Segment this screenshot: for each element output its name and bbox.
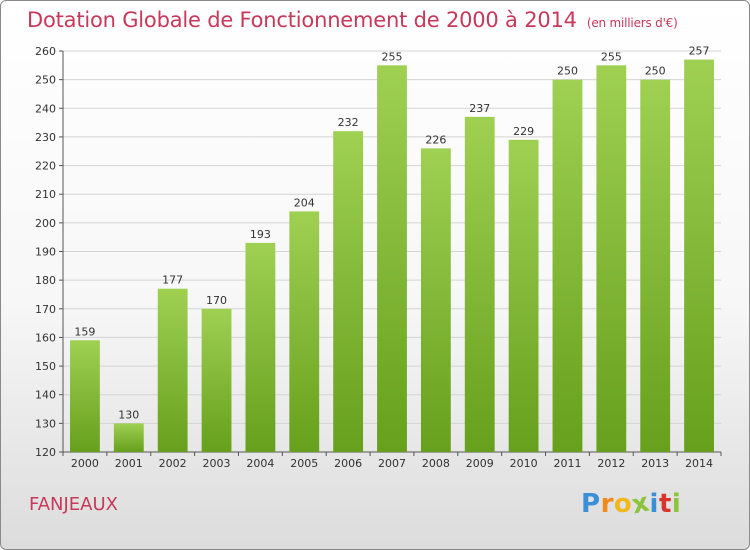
- logo-letter: r: [600, 489, 614, 519]
- bar-2012: [596, 65, 627, 453]
- y-tick-label: 170: [35, 303, 56, 316]
- y-tick-label: 190: [35, 246, 56, 259]
- y-tick-label: 210: [35, 188, 56, 201]
- bar-2011: [552, 79, 583, 453]
- value-labels: 159 130 177 170 193 204 232 255 226 237 229 250 255 2…: [74, 45, 709, 422]
- chart-title-text: Dotation Globale de Fonctionnement de 20…: [27, 8, 577, 32]
- y-tick-label: 200: [35, 217, 56, 230]
- x-tick-label: 2003: [203, 457, 231, 470]
- x-tick-label: 2009: [466, 457, 494, 470]
- bar-2007: [377, 65, 407, 453]
- x-tick-label: 2000: [71, 457, 99, 470]
- value-label-2008: 226: [425, 133, 446, 146]
- bar-2013: [640, 79, 671, 453]
- bar-2014: [684, 59, 714, 452]
- bar-2001: [113, 423, 144, 452]
- value-label-2005: 204: [294, 196, 315, 209]
- bar-2005: [289, 211, 320, 452]
- x-tick-label: 2006: [334, 457, 362, 470]
- logo-letter: i: [649, 489, 659, 519]
- logo-letter: P: [581, 489, 601, 519]
- y-tick-label: 150: [35, 360, 56, 373]
- y-tick-label: 260: [35, 45, 56, 58]
- y-tick-label: 220: [35, 160, 56, 173]
- value-label-2001: 130: [118, 408, 139, 421]
- x-tick-label: 2002: [159, 457, 187, 470]
- value-label-2009: 237: [469, 102, 490, 115]
- x-tick-label: 2008: [422, 457, 450, 470]
- x-tick-label: 2001: [115, 457, 143, 470]
- bar-2009: [464, 116, 495, 452]
- bar-2000: [70, 340, 100, 452]
- x-tick-label: 2012: [597, 457, 625, 470]
- y-tick-label: 180: [35, 274, 56, 287]
- x-tick-label: 2010: [510, 457, 538, 470]
- bar-2010: [508, 139, 539, 453]
- commune-name: FANJEAUX: [29, 494, 118, 515]
- y-tick-label: 240: [35, 102, 56, 115]
- x-tick-label: 2013: [641, 457, 669, 470]
- value-label-2012: 255: [601, 50, 622, 63]
- value-label-2000: 159: [74, 325, 95, 338]
- chart-title: Dotation Globale de Fonctionnement de 20…: [27, 8, 678, 32]
- value-label-2011: 250: [557, 65, 578, 78]
- bars: [70, 59, 714, 453]
- logo-letter: i: [671, 489, 682, 519]
- bar-2008: [420, 148, 451, 452]
- y-tick-label: 140: [35, 389, 56, 402]
- bar-2003: [201, 308, 232, 452]
- value-label-2014: 257: [689, 45, 710, 58]
- proxiti-logo: Proxiti: [581, 488, 682, 521]
- y-tick-label: 250: [35, 74, 56, 87]
- y-tick-label: 230: [35, 131, 56, 144]
- value-label-2004: 193: [250, 228, 271, 241]
- logo-letter: t: [658, 489, 672, 519]
- bar-2004: [245, 242, 276, 452]
- value-label-2002: 177: [162, 274, 183, 287]
- y-tick-label: 160: [35, 331, 56, 344]
- chart-unit: (en milliers d'€): [586, 16, 678, 30]
- x-tick-label: 2007: [378, 457, 406, 470]
- value-label-2010: 229: [513, 125, 534, 138]
- value-label-2003: 170: [206, 294, 227, 307]
- y-tick-label: 120: [35, 446, 56, 459]
- bar-2002: [157, 288, 188, 452]
- logo-letter: o: [613, 489, 633, 519]
- x-tick-label: 2005: [290, 457, 318, 470]
- x-tick-label: 2014: [685, 457, 713, 470]
- value-label-2013: 250: [645, 65, 666, 78]
- x-tick-label: 2011: [553, 457, 581, 470]
- x-tick-label: 2004: [246, 457, 274, 470]
- y-tick-label: 130: [35, 417, 56, 430]
- value-label-2006: 232: [338, 116, 359, 129]
- value-label-2007: 255: [382, 50, 403, 63]
- bar-2006: [333, 131, 364, 452]
